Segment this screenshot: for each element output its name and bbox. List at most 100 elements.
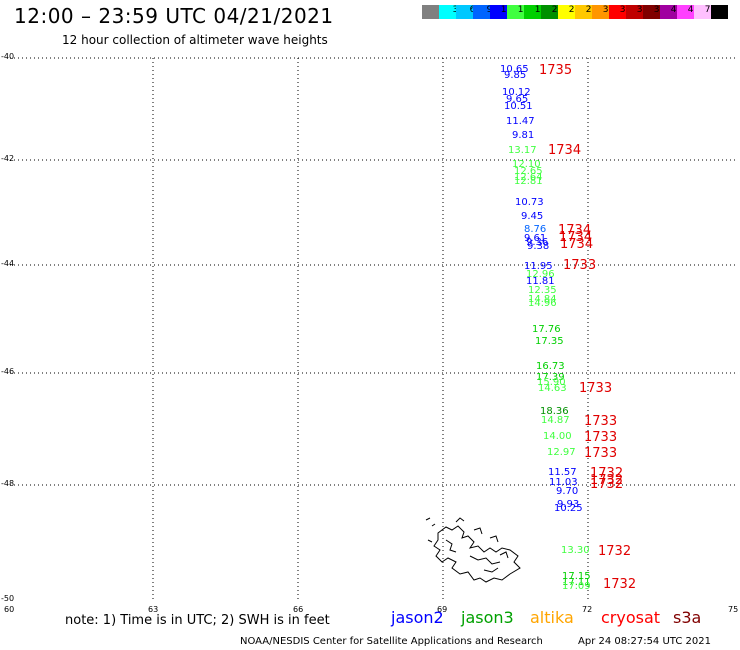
wave-height-label: 12.96 [526, 269, 555, 280]
longitude-label: 69 [437, 605, 448, 614]
latitude-label: -42 [1, 154, 15, 163]
pass-time-label: 1733 [584, 446, 618, 461]
satellite-legend-jason3: jason3 [461, 608, 514, 627]
grid-lines [10, 57, 735, 600]
scale-swatch [711, 5, 728, 19]
latitude-label: -44 [1, 259, 15, 268]
wave-height-label: 9.38 [527, 241, 550, 252]
scale-swatch [660, 5, 677, 19]
footer-note: note: 1) Time is in UTC; 2) SWH is in fe… [65, 613, 330, 628]
scale-swatch [473, 5, 490, 19]
longitude-label: 60 [4, 605, 15, 614]
pass-time-label: 1734 [559, 230, 593, 245]
longitude-label: 63 [148, 605, 159, 614]
latitude-label: -50 [1, 594, 15, 603]
scale-swatch [541, 5, 558, 19]
wave-height-label: 9.65 [506, 94, 529, 105]
wave-height-label: 17.35 [535, 336, 564, 347]
scale-tick-label: 45 [685, 5, 702, 15]
satellite-legend-s3a: s3a [673, 608, 702, 627]
scale-swatch [558, 5, 575, 19]
pass-time-label: 1734 [560, 237, 594, 252]
scale-tick-label: 33 [617, 5, 634, 15]
wave-height-label: 10.25 [554, 503, 583, 514]
scale-tick-label: 70 [702, 5, 719, 15]
scale-swatch [694, 5, 711, 19]
scale-tick-label: 6 [464, 5, 481, 15]
latitude-label: -40 [1, 52, 15, 61]
wave-height-label: 12.64 [514, 172, 543, 183]
scale-tick-label: 24 [566, 5, 583, 15]
scale-tick-label: 39 [651, 5, 668, 15]
pass-time-label: 1735 [539, 63, 573, 78]
wave-height-label: 13.30 [561, 545, 590, 556]
scale-swatch [575, 5, 592, 19]
wave-height-label: 12.97 [547, 447, 576, 458]
wave-height-label: 14.87 [541, 415, 570, 426]
scale-swatch [609, 5, 626, 19]
wave-height-label: 10.51 [504, 101, 533, 112]
map-subtitle: 12 hour collection of altimeter wave hei… [62, 33, 328, 47]
scale-swatch [439, 5, 456, 19]
scale-swatch [456, 5, 473, 19]
satellite-legend-altika: altika [530, 608, 574, 627]
wave-height-label: 9.70 [556, 486, 579, 497]
wave-height-label: 12.35 [528, 285, 557, 296]
wave-height-label: 14.00 [543, 431, 572, 442]
longitude-label: 72 [582, 605, 593, 614]
wave-height-label: 10.12 [502, 87, 531, 98]
scale-swatch [643, 5, 660, 19]
wave-height-label: 10.65 [500, 64, 529, 75]
wave-height-label: 11.47 [506, 116, 535, 127]
wave-height-label: 18.36 [540, 406, 569, 417]
pass-time-label: 1733 [579, 381, 613, 396]
scale-unit-label: (ft) [714, 5, 729, 15]
wave-height-label: 12.65 [514, 166, 543, 177]
scale-tick-label: 21 [549, 5, 566, 15]
pass-time-label: 1732 [590, 473, 624, 488]
map-title: 12:00 – 23:59 UTC 04/21/2021 [14, 4, 334, 28]
pass-time-label: 1734 [558, 223, 592, 238]
wave-height-label: 8.76 [524, 224, 547, 235]
wave-height-label: 14.96 [528, 298, 557, 309]
scale-tick-label: 9 [481, 5, 498, 15]
latitude-label: -48 [1, 479, 15, 488]
wave-height-label: 13.17 [508, 145, 537, 156]
wave-height-label: 17.09 [562, 581, 591, 592]
scale-tick-label: 3 [447, 5, 464, 15]
wave-height-label: 15.90 [537, 377, 566, 388]
wave-height-label: 17.15 [562, 571, 591, 582]
wave-height-label: 12.81 [514, 176, 543, 187]
scale-tick-label: 18 [532, 5, 549, 15]
wave-height-label: 9.61 [524, 233, 547, 244]
wave-height-label: 16.73 [536, 361, 565, 372]
wave-height-label: 9.45 [521, 211, 544, 222]
pass-time-label: 1732 [603, 577, 637, 592]
wave-height-label: 11.57 [548, 467, 577, 478]
wave-height-label: 17.11 [562, 577, 591, 588]
satellite-legend-jason2: jason2 [391, 608, 444, 627]
wave-height-label: 9.36 [526, 237, 549, 248]
kerguelen-islands-coastline [425, 517, 521, 583]
scale-swatch [422, 5, 439, 19]
scale-tick-label: 27 [583, 5, 600, 15]
scale-swatch [626, 5, 643, 19]
satellite-legend-cryosat: cryosat [601, 608, 661, 627]
wave-height-label: 11.95 [524, 261, 553, 272]
scale-tick-label: 36 [634, 5, 651, 15]
scale-swatch [524, 5, 541, 19]
credit-line: NOAA/NESDIS Center for Satellite Applica… [240, 636, 543, 647]
pass-time-label: 1733 [563, 258, 597, 273]
wave-height-label: 10.73 [515, 197, 544, 208]
wave-height-label: 9.81 [512, 130, 535, 141]
pass-time-label: 1733 [584, 430, 618, 445]
wave-height-label: 11.03 [549, 477, 578, 488]
wave-height-label: 12.10 [512, 159, 541, 170]
scale-tick-label: 42 [668, 5, 685, 15]
pass-time-label: 1733 [584, 414, 618, 429]
scale-swatch [507, 5, 524, 19]
pass-time-label: 1732 [590, 477, 624, 492]
scale-tick-label: 15 [515, 5, 532, 15]
scale-swatch [592, 5, 609, 19]
